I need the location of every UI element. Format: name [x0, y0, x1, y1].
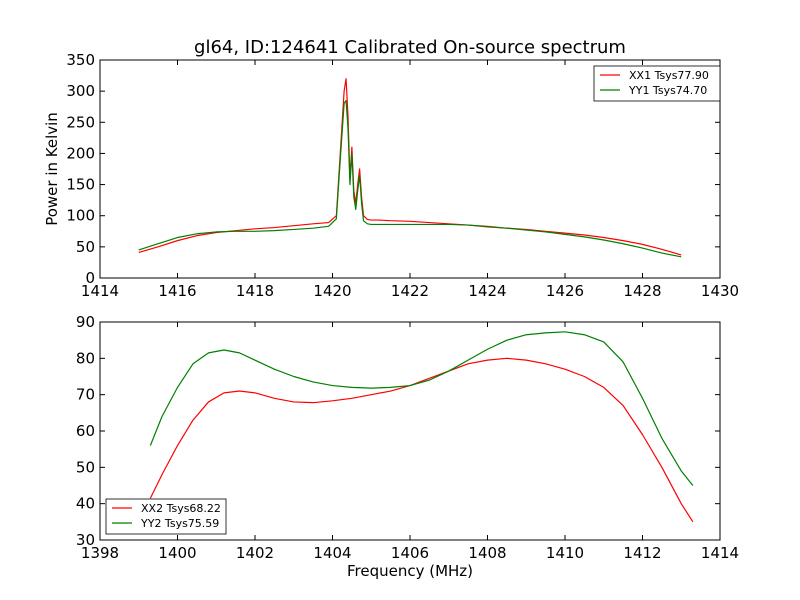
bottom-x-tick-label: 1408 — [468, 544, 506, 562]
top-legend: XX1 Tsys77.90 YY1 Tsys74.70 — [593, 65, 721, 102]
bottom-x-tick-label: 1402 — [236, 544, 274, 562]
top-x-tick-label: 1426 — [546, 282, 584, 300]
top-series-line-1 — [138, 78, 682, 256]
top-x-tick-label: 1414 — [81, 282, 119, 300]
top-y-tick-label: 0 — [85, 269, 95, 287]
top-y-tick-label: 300 — [66, 82, 95, 100]
bottom-legend-label-1: XX2 Tsys68.22 — [141, 502, 221, 515]
bottom-y-tick-label: 40 — [76, 495, 95, 513]
top-y-tick-label: 50 — [76, 238, 95, 256]
top-legend-label-2: YY1 Tsys74.70 — [628, 84, 707, 97]
top-x-tick-label: 1428 — [623, 282, 661, 300]
bottom-x-axis-label: Frequency (MHz) — [347, 562, 473, 580]
bottom-legend-label-2: YY2 Tsys75.59 — [140, 517, 219, 530]
bottom-legend-box — [105, 498, 227, 535]
top-y-tick-label: 200 — [66, 144, 95, 162]
bottom-x-tick-label: 1412 — [623, 544, 661, 562]
bottom-x-tick-label: 1400 — [158, 544, 196, 562]
bottom-y-tick-label: 80 — [76, 349, 95, 367]
bottom-y-tick-label: 90 — [76, 313, 95, 331]
top-legend-label-1: XX1 Tsys77.90 — [629, 69, 709, 82]
bottom-x-tick-label: 1404 — [313, 544, 351, 562]
top-x-tick-label: 1422 — [391, 282, 429, 300]
bottom-y-tick-label: 50 — [76, 458, 95, 476]
bottom-series-line-2 — [149, 331, 694, 486]
bottom-x-tick-label: 1414 — [701, 544, 739, 562]
chart-title: gl64, ID:124641 Calibrated On-source spe… — [194, 37, 626, 58]
top-y-tick-label: 150 — [66, 176, 95, 194]
top-y-tick-label: 100 — [66, 207, 95, 225]
bottom-y-tick-label: 60 — [76, 422, 95, 440]
top-x-tick-label: 1430 — [701, 282, 739, 300]
bottom-y-tick-label: 70 — [76, 386, 95, 404]
top-y-tick-label: 250 — [66, 113, 95, 131]
bottom-x-tick-label: 1398 — [81, 544, 119, 562]
bottom-subplot: Frequency (MHz) 1398 1400 1402 1404 1406 1408… — [76, 313, 739, 580]
top-y-axis-label: Power in Kelvin — [43, 112, 61, 226]
top-series-line-2 — [138, 99, 682, 258]
top-x-tick-label: 1424 — [468, 282, 506, 300]
top-legend-box — [593, 65, 721, 102]
bottom-legend: XX2 Tsys68.22 YY2 Tsys75.59 — [105, 498, 227, 535]
top-subplot: Power in Kelvin 1414 1416 1418 1420 1422 1424… — [43, 51, 739, 300]
top-x-tick-label: 1416 — [158, 282, 196, 300]
bottom-x-tick-label: 1406 — [391, 544, 429, 562]
bottom-x-tick-label: 1410 — [546, 544, 584, 562]
top-x-tick-label: 1420 — [313, 282, 351, 300]
top-y-tick-label: 350 — [66, 51, 95, 69]
top-x-tick-label: 1418 — [236, 282, 274, 300]
bottom-y-tick-label: 30 — [76, 531, 95, 549]
